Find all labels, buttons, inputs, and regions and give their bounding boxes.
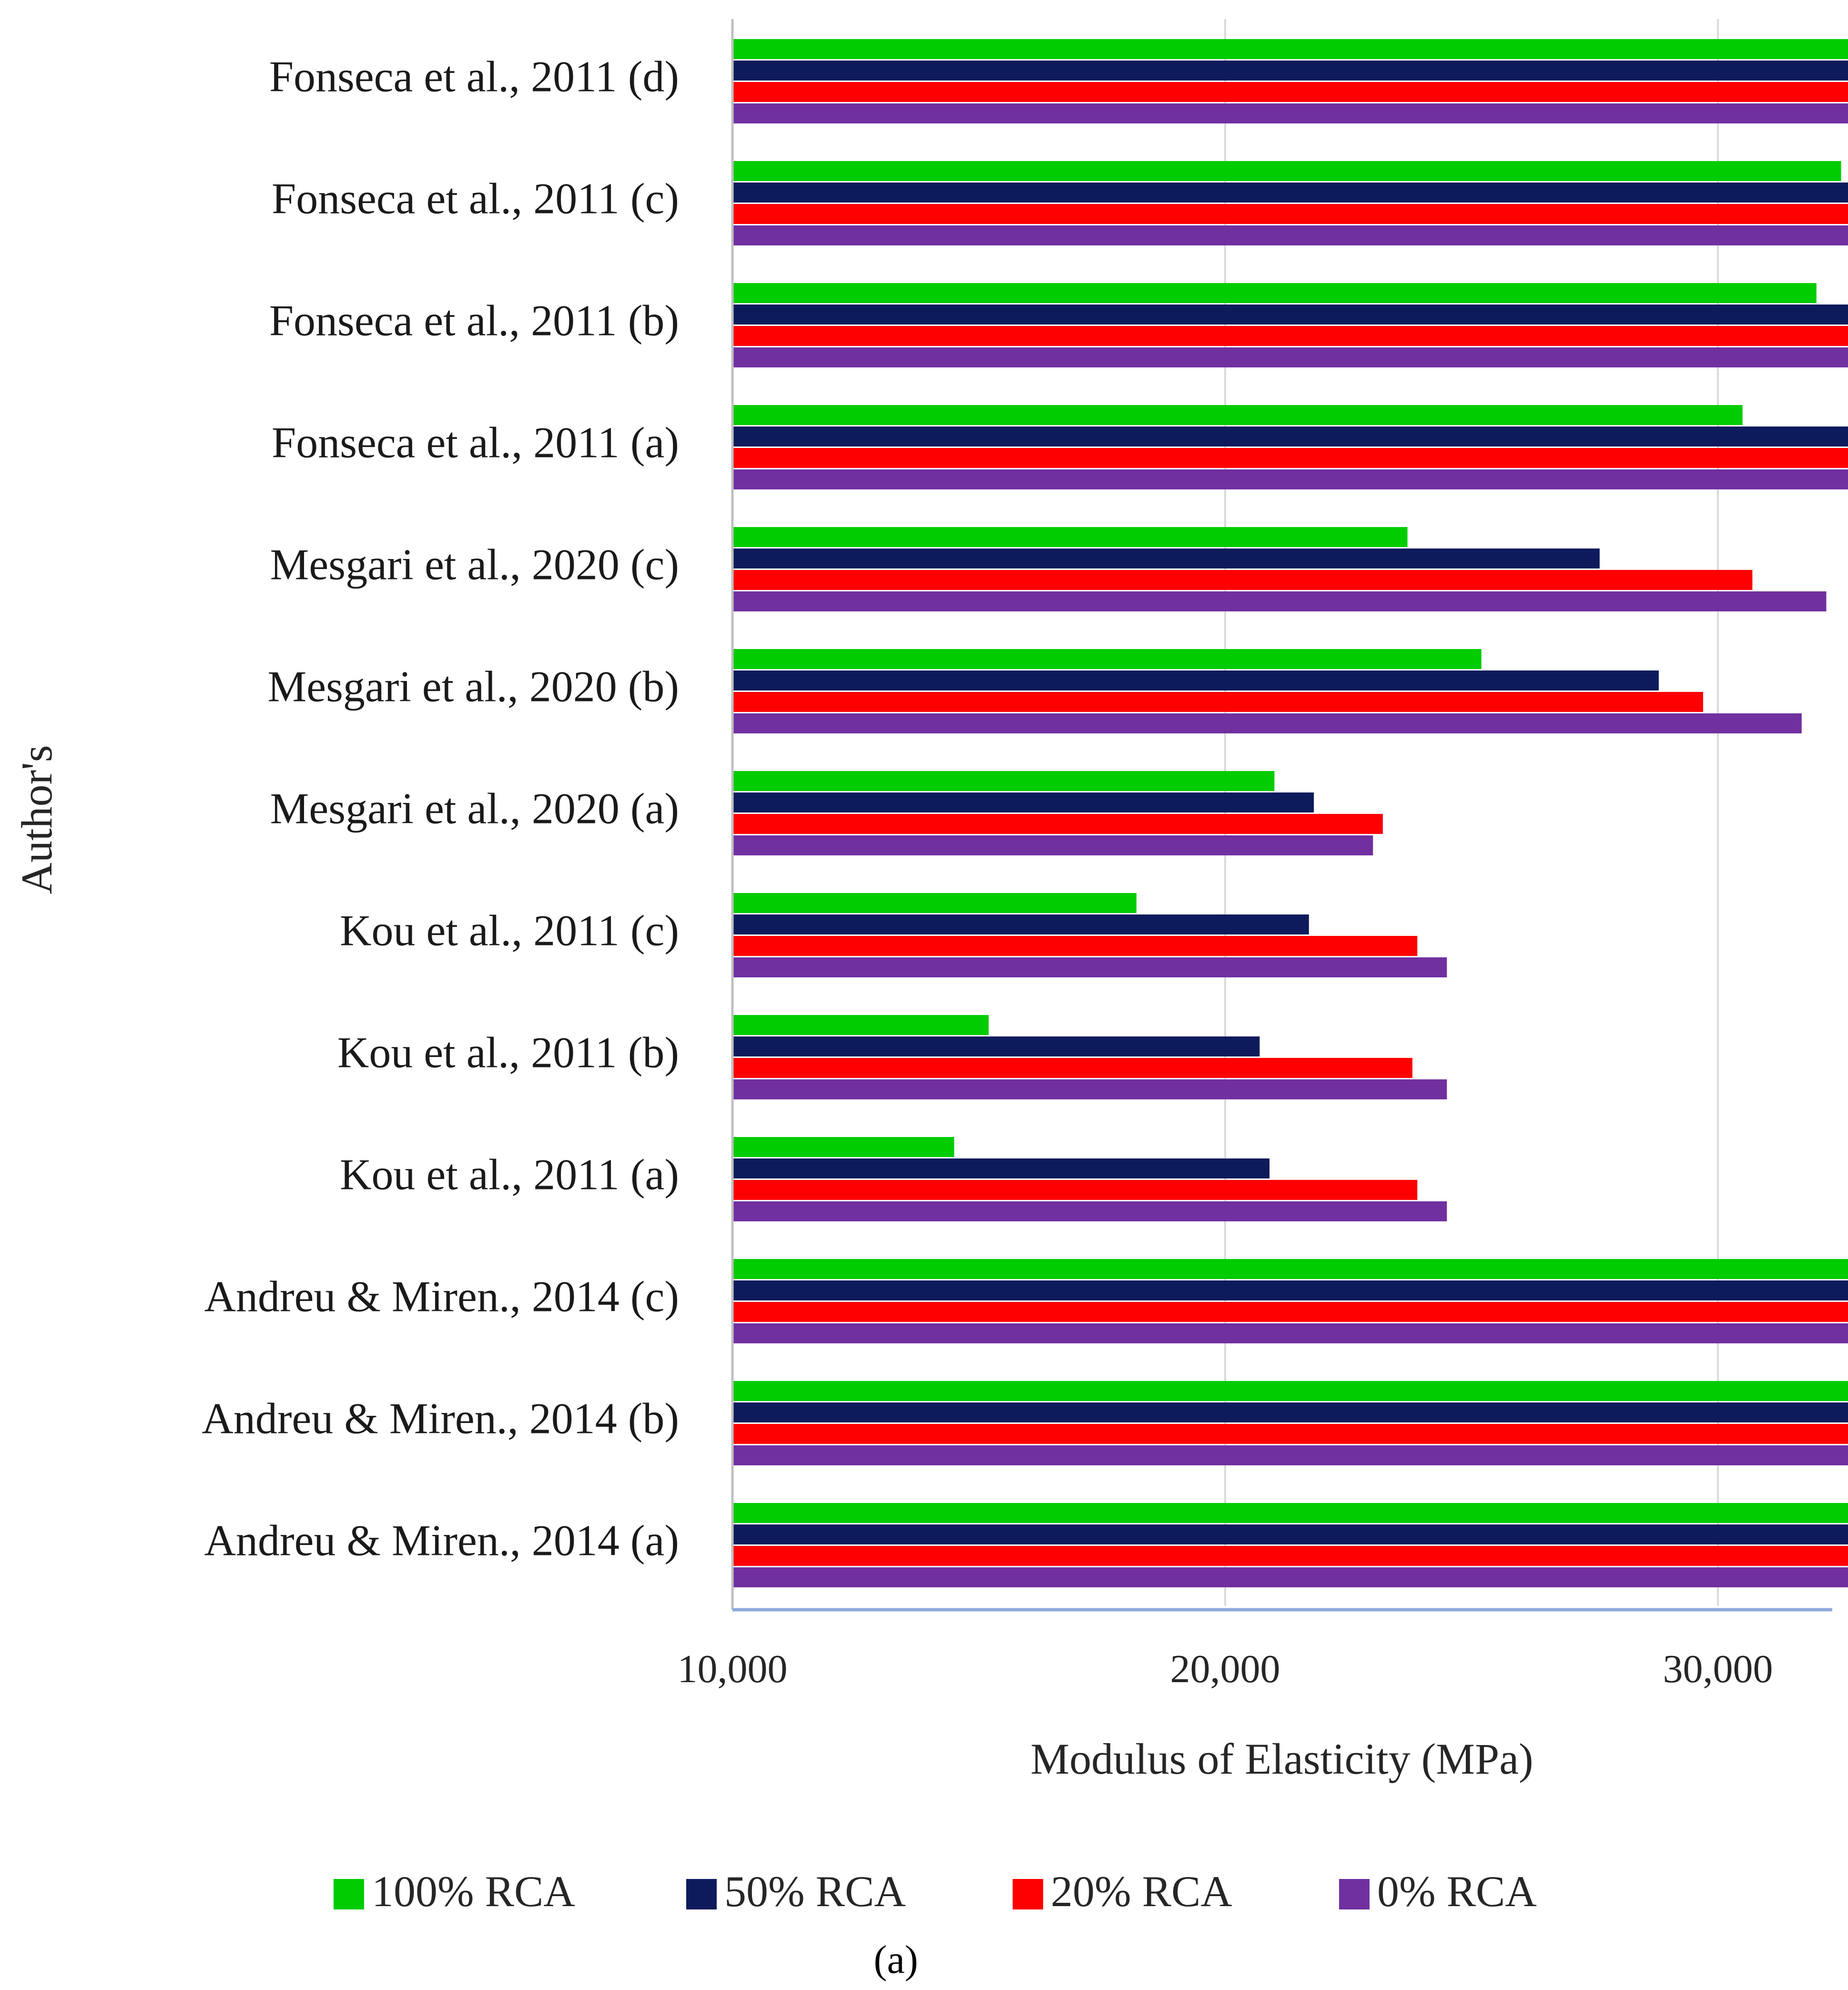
bar bbox=[732, 405, 1743, 425]
bar bbox=[732, 835, 1373, 855]
bar bbox=[732, 692, 1703, 712]
bar bbox=[732, 771, 1275, 791]
legend-swatch bbox=[334, 1879, 364, 1909]
bar bbox=[732, 649, 1482, 669]
bar bbox=[732, 1546, 1848, 1566]
bar bbox=[732, 1280, 1848, 1300]
bar bbox=[732, 957, 1447, 977]
bar bbox=[732, 1058, 1412, 1078]
bar bbox=[732, 1524, 1848, 1544]
bar bbox=[732, 204, 1848, 224]
bar bbox=[732, 1015, 989, 1035]
bar bbox=[732, 426, 1848, 447]
legend-label: 50% RCA bbox=[724, 1867, 906, 1916]
bar bbox=[732, 183, 1848, 203]
category-labels: Fonseca et al., 2011 (d) Fonseca et al., … bbox=[202, 52, 679, 1565]
category-label: Kou et al., 2011 (b) bbox=[337, 1028, 679, 1077]
legend-label: 0% RCA bbox=[1377, 1867, 1537, 1916]
bar bbox=[732, 1079, 1447, 1099]
bar bbox=[732, 527, 1408, 547]
category-label: Fonseca et al., 2011 (c) bbox=[272, 174, 679, 223]
bar bbox=[732, 713, 1802, 733]
legend-swatch bbox=[686, 1879, 717, 1909]
bar bbox=[732, 1201, 1447, 1221]
category-label: Andreu & Miren., 2014 (a) bbox=[204, 1516, 679, 1565]
bar bbox=[732, 570, 1753, 590]
bar bbox=[732, 1424, 1848, 1444]
gridlines bbox=[1224, 19, 1719, 1606]
bar bbox=[732, 61, 1848, 81]
x-axis-title: Modulus of Elasticity (MPa) bbox=[1030, 1735, 1533, 1783]
bar bbox=[732, 103, 1848, 123]
legend: 100% RCA 50% RCA 20% RCA 0% RCA bbox=[334, 1867, 1537, 1916]
legend-swatch bbox=[1013, 1879, 1043, 1909]
bar bbox=[732, 670, 1659, 690]
category-label: Mesgari et al., 2020 (a) bbox=[270, 784, 679, 833]
bar bbox=[732, 1036, 1260, 1056]
bar bbox=[732, 591, 1827, 611]
bars bbox=[732, 39, 1848, 1587]
bar bbox=[732, 1180, 1418, 1200]
bar bbox=[732, 1402, 1848, 1422]
category-label: Fonseca et al., 2011 (a) bbox=[272, 418, 679, 467]
legend-label: 20% RCA bbox=[1051, 1867, 1232, 1916]
bar bbox=[732, 448, 1848, 468]
category-label: Andreu & Miren., 2014 (c) bbox=[204, 1272, 679, 1321]
subfigure-label: (a) bbox=[873, 1938, 918, 1982]
legend-label: 100% RCA bbox=[372, 1867, 575, 1916]
bar bbox=[732, 936, 1418, 956]
axes bbox=[731, 19, 1832, 1612]
bar bbox=[732, 893, 1137, 913]
bar bbox=[732, 347, 1848, 367]
bar bbox=[732, 225, 1848, 245]
bar bbox=[732, 469, 1848, 489]
bar bbox=[732, 1302, 1848, 1322]
category-label: Mesgari et al., 2020 (c) bbox=[270, 540, 679, 589]
legend-swatch bbox=[1339, 1879, 1370, 1909]
bar bbox=[732, 305, 1848, 325]
bar bbox=[732, 1445, 1848, 1465]
bar bbox=[732, 161, 1841, 181]
category-label: Mesgari et al., 2020 (b) bbox=[267, 662, 679, 711]
category-label: Andreu & Miren., 2014 (b) bbox=[202, 1394, 679, 1443]
bar bbox=[732, 82, 1848, 102]
x-tick-label: 20,000 bbox=[1170, 1647, 1280, 1691]
bar bbox=[732, 1158, 1270, 1178]
category-label: Fonseca et al., 2011 (b) bbox=[269, 296, 679, 345]
bar bbox=[732, 548, 1600, 569]
bar bbox=[732, 792, 1314, 812]
bar bbox=[732, 39, 1848, 59]
x-tick-label: 10,000 bbox=[678, 1647, 788, 1691]
y-axis-title: Author's bbox=[12, 745, 61, 894]
category-label: Kou et al., 2011 (a) bbox=[340, 1150, 679, 1199]
bar bbox=[732, 283, 1817, 303]
bar bbox=[732, 1567, 1848, 1587]
bar bbox=[732, 814, 1383, 834]
category-label: Kou et al., 2011 (c) bbox=[340, 906, 679, 955]
x-tick-label: 30,000 bbox=[1663, 1647, 1773, 1691]
bar bbox=[732, 1323, 1848, 1343]
bar bbox=[732, 1259, 1848, 1279]
bar bbox=[732, 1381, 1848, 1401]
bar bbox=[732, 1137, 954, 1157]
category-label: Fonseca et al., 2011 (d) bbox=[269, 52, 679, 101]
bar bbox=[732, 326, 1848, 346]
bar bbox=[732, 1503, 1848, 1523]
bar bbox=[732, 914, 1309, 934]
